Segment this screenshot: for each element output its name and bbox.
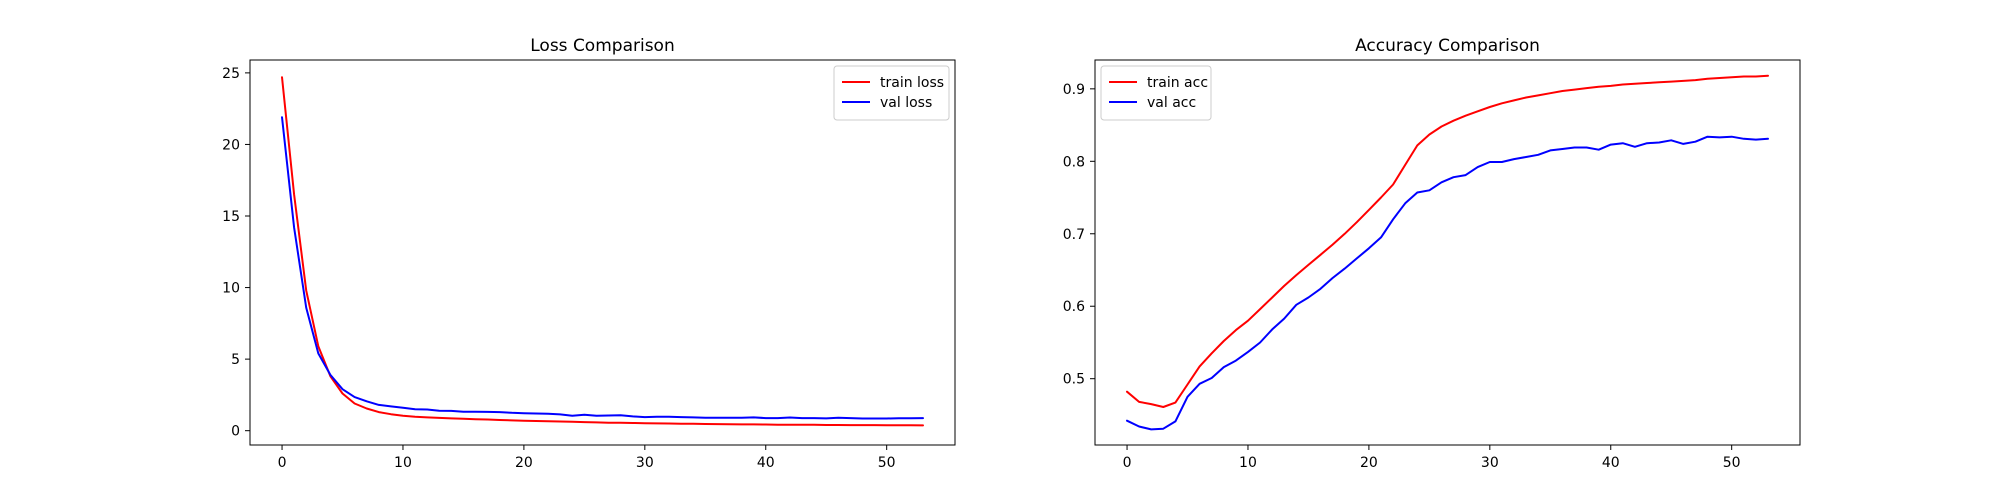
series-line-1 — [281, 76, 924, 427]
y-tick-label: 0.8 — [1063, 154, 1085, 170]
x-tick-label: 0 — [278, 455, 287, 471]
x-tick-label: 0 — [1123, 455, 1132, 471]
x-tick-label: 10 — [1239, 455, 1257, 471]
series-line-2 — [1126, 135, 1769, 431]
x-tick-label: 30 — [1481, 455, 1499, 471]
plot-frame — [249, 59, 956, 446]
legend-box — [1100, 65, 1212, 121]
x-tick-label: 10 — [394, 455, 412, 471]
legend: train acc val acc — [1100, 65, 1212, 121]
x-tick-label: 30 — [636, 455, 654, 471]
x-tick-label: 20 — [515, 455, 533, 471]
legend-label: val loss — [880, 95, 932, 111]
y-tick-label: 0.7 — [1063, 227, 1085, 243]
y-tick-label: 0.5 — [1063, 372, 1085, 388]
series-line-1 — [1126, 74, 1769, 408]
y-tick-label: 15 — [222, 209, 240, 225]
chart-title: Accuracy Comparison — [1355, 36, 1540, 56]
y-tick-label: 25 — [222, 66, 240, 82]
series-line-2 — [281, 116, 924, 420]
chart-1: 0 10 20 30 40 50 0 5 10 15 20 25 Loss Comparison trai… — [222, 36, 956, 471]
y-tick-label: 0.6 — [1063, 299, 1085, 315]
legend-label: train acc — [1147, 75, 1208, 91]
x-tick-label: 50 — [1723, 455, 1741, 471]
chart-title: Loss Comparison — [530, 36, 674, 56]
x-tick-label: 40 — [1602, 455, 1620, 471]
plot-frame — [1094, 59, 1801, 446]
legend: train loss val loss — [833, 65, 950, 121]
legend-box — [833, 65, 950, 121]
y-tick-label: 20 — [222, 137, 240, 153]
y-tick-label: 0 — [231, 424, 240, 440]
x-tick-label: 40 — [757, 455, 775, 471]
y-tick-label: 10 — [222, 281, 240, 297]
x-tick-label: 50 — [878, 455, 896, 471]
y-tick-label: 0.9 — [1063, 82, 1085, 98]
legend-label: train loss — [880, 75, 944, 91]
legend-label: val acc — [1147, 95, 1196, 111]
y-tick-label: 5 — [231, 352, 240, 368]
x-tick-label: 20 — [1360, 455, 1378, 471]
chart-2: 0 10 20 30 40 50 0.5 0.6 0.7 0.8 0.9 Accuracy Compa… — [1063, 36, 1801, 471]
